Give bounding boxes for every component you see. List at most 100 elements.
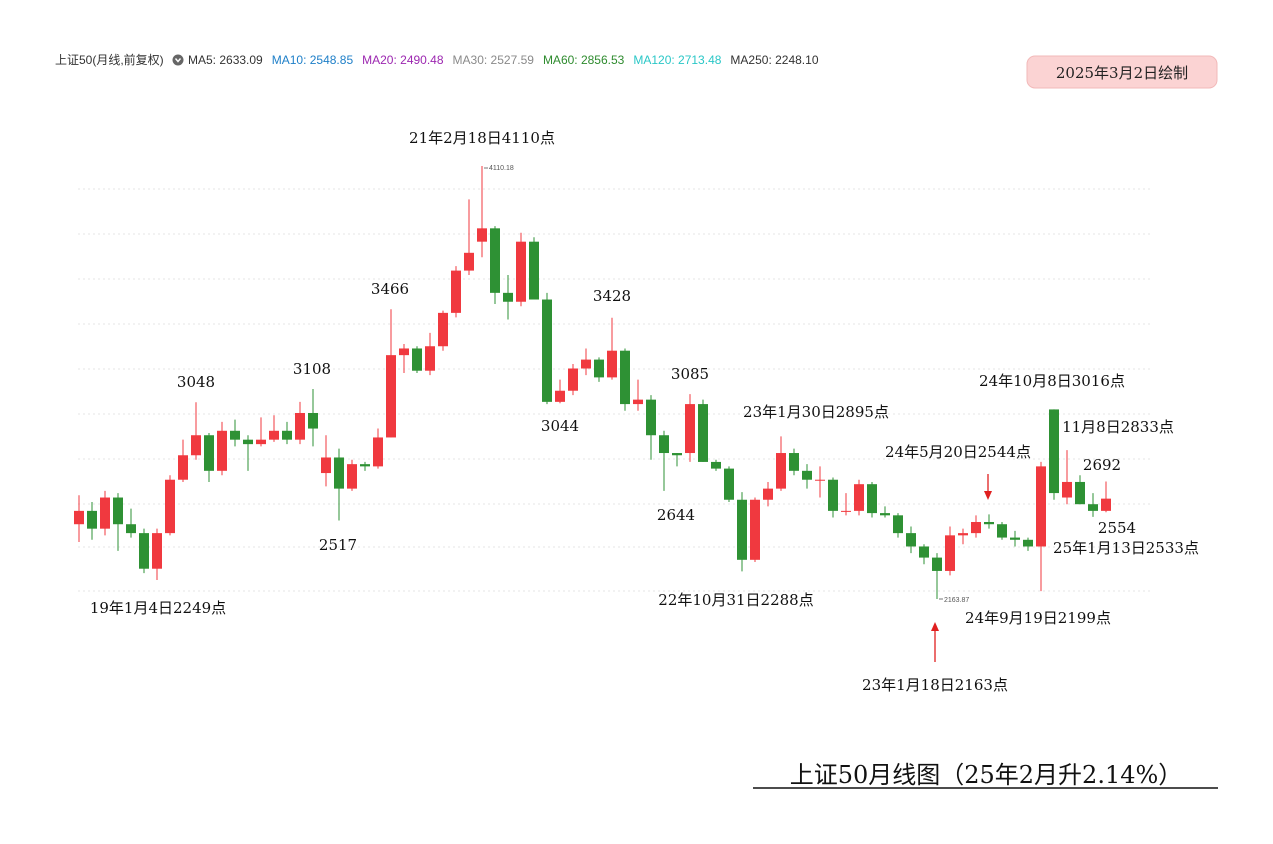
candle-body	[87, 510, 97, 529]
annotation: 24年5月20日2544点	[885, 443, 1031, 461]
candle-body	[867, 484, 877, 514]
symbol-label: 上证50(月线,前复权)	[55, 52, 164, 67]
candle-body	[646, 399, 656, 436]
annotation: 3108	[293, 360, 331, 378]
ma-legend-item: MA30: 2527.59	[453, 53, 535, 67]
toggle-chevron	[174, 58, 182, 63]
annotation: 23年1月30日2895点	[743, 403, 889, 421]
candle-body	[464, 252, 474, 271]
arrows	[931, 474, 992, 662]
annotation: 19年1月4日2249点	[90, 599, 226, 617]
candle-body	[438, 312, 448, 347]
candle-body	[815, 479, 825, 481]
candle-body	[282, 430, 292, 440]
candle-body	[1075, 481, 1085, 505]
candle-body	[204, 435, 214, 471]
candle-body	[685, 404, 695, 454]
annotation: 25年1月13日2533点	[1053, 539, 1199, 557]
candle-body	[620, 350, 630, 405]
candle-body	[776, 453, 786, 489]
ma-legend-item: MA250: 2248.10	[730, 53, 818, 67]
candle-body	[334, 457, 344, 489]
ma-legend: MA5: 2633.09 MA10: 2548.85 MA20: 2490.48 MA…	[188, 53, 819, 67]
candle-body	[490, 228, 500, 293]
annotation: 3466	[371, 280, 409, 298]
candle-body	[984, 521, 994, 525]
candle-body	[165, 479, 175, 534]
annotation: 23年1月18日2163点	[862, 676, 1008, 694]
candle-body	[529, 241, 539, 300]
candle-body	[451, 270, 461, 313]
candle-body	[412, 348, 422, 371]
ma-legend-item: MA20: 2490.48	[362, 53, 444, 67]
candle-body	[100, 497, 110, 529]
annotation: 3085	[671, 365, 709, 383]
candle-body	[152, 533, 162, 569]
candle-body	[945, 535, 955, 571]
ma-legend-item: MA10: 2548.85	[272, 53, 354, 67]
candle-body	[971, 521, 981, 534]
candle-body	[178, 455, 188, 480]
candle-body	[724, 468, 734, 500]
candle-body	[399, 348, 409, 356]
high-price-label: 4110.18	[489, 165, 514, 172]
candle-body	[763, 488, 773, 500]
candle-body	[932, 557, 942, 571]
candle-body	[750, 499, 760, 560]
candle-body	[997, 524, 1007, 538]
candle-body	[737, 499, 747, 560]
annotation: 2692	[1083, 456, 1121, 474]
candle-body	[594, 359, 604, 378]
candle-body	[425, 346, 435, 371]
date-badge	[1026, 55, 1218, 89]
candle-body	[854, 484, 864, 511]
annotation: 2554	[1098, 519, 1136, 537]
candle-body	[906, 533, 916, 547]
candle-body	[139, 533, 149, 569]
candle-body	[711, 461, 721, 469]
candle-body	[1062, 481, 1072, 498]
candle-body	[828, 479, 838, 511]
candle-body	[1010, 537, 1020, 540]
candle-body	[958, 533, 968, 536]
arrow-head	[984, 491, 992, 500]
candle-body	[880, 513, 890, 516]
candle-body	[607, 350, 617, 378]
arrow-head	[931, 622, 939, 631]
candle-body	[789, 453, 799, 471]
candle-body	[698, 404, 708, 462]
candle-body	[269, 430, 279, 440]
annotation: 2517	[319, 536, 357, 554]
candle-body	[581, 359, 591, 369]
annotation: 22年10月31日2288点	[658, 591, 813, 609]
candle-body	[1023, 539, 1033, 547]
candle-body	[386, 355, 396, 438]
legend-toggle[interactable]	[172, 54, 184, 66]
candle-body	[321, 457, 331, 474]
candle-body	[1088, 504, 1098, 511]
candle-body	[477, 228, 487, 242]
candle-body	[360, 464, 370, 467]
candle-body	[217, 430, 227, 471]
ma-legend-item: MA5: 2633.09	[188, 53, 263, 67]
candle-body	[841, 510, 851, 512]
candle-body	[802, 470, 812, 480]
candle-body	[659, 435, 669, 454]
annotation: 24年9月19日2199点	[965, 609, 1111, 627]
annotation: 24年10月8日3016点	[979, 372, 1125, 390]
badge-text: 2025年3月2日绘制	[1056, 64, 1188, 82]
candle-body	[256, 439, 266, 445]
candle-body	[672, 453, 682, 456]
annotation: 2644	[657, 506, 695, 524]
candle-body	[1101, 498, 1111, 511]
candle-body	[633, 399, 643, 405]
candle-body	[295, 412, 305, 440]
chart-title: 上证50月线图（25年2月升2.14%）	[790, 761, 1183, 789]
low-price-label: 2163.87	[944, 597, 969, 604]
candle-body	[568, 368, 578, 391]
candle-body	[1036, 466, 1046, 547]
candle-body	[542, 299, 552, 402]
candle-body	[516, 241, 526, 302]
candle-body	[191, 435, 201, 456]
